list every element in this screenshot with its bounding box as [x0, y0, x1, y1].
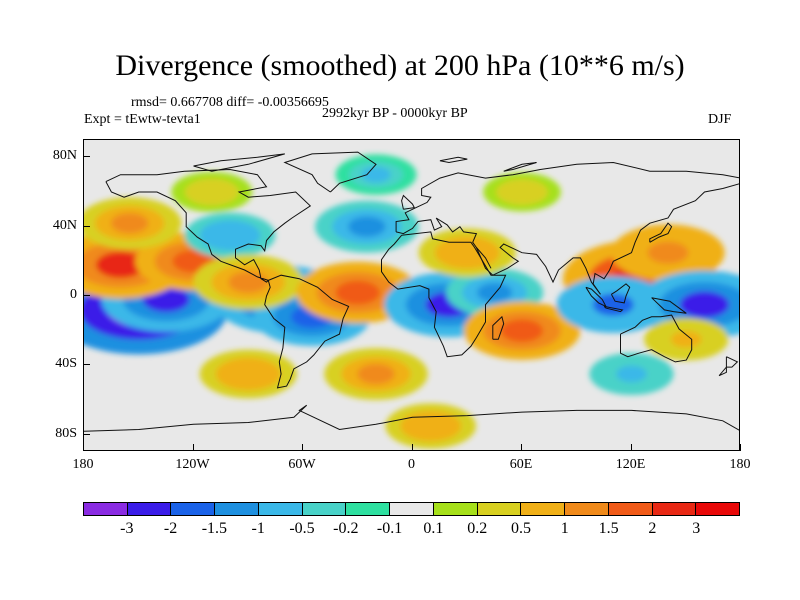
- colorbar-swatch: [390, 503, 434, 515]
- x-tick-label: 0: [408, 457, 415, 472]
- coastline: [283, 151, 377, 193]
- field-cell-core: [230, 364, 266, 384]
- field-cell-core: [357, 363, 395, 385]
- x-tick-label: 120E: [615, 457, 646, 472]
- colorbar-swatch: [127, 503, 172, 515]
- y-tick-label: 40N: [52, 217, 77, 233]
- x-tick-mark: [630, 444, 632, 451]
- y-tick-mark: [83, 225, 90, 227]
- x-tick-mark: [192, 444, 194, 451]
- field-cell-core: [449, 243, 485, 263]
- colorbar-swatch: [346, 503, 391, 515]
- colorbar-label: -0.1: [376, 520, 403, 537]
- colorbar-label: -0.2: [333, 520, 359, 537]
- map-plot-area: [83, 139, 740, 451]
- coastline: [603, 305, 624, 313]
- coastline: [620, 314, 693, 363]
- colorbar-label: -0.5: [289, 520, 315, 537]
- field-cell-core: [110, 213, 149, 234]
- x-tick-mark: [521, 444, 522, 451]
- coastline: [105, 168, 312, 283]
- colorbar-label: 2: [648, 520, 657, 537]
- x-tick-label: 60W: [288, 457, 316, 472]
- colorbar-swatch: [215, 503, 259, 515]
- field-cell-core: [500, 319, 544, 343]
- field-cell-core: [477, 283, 513, 302]
- colorbar: [83, 502, 740, 516]
- field-cell-core: [616, 365, 647, 383]
- colorbar-label: 1: [560, 520, 569, 537]
- y-tick-label: 0: [70, 287, 77, 302]
- coastline: [401, 194, 416, 210]
- coastline: [503, 162, 537, 172]
- divergence-map: [84, 140, 739, 450]
- colorbar-label: 3: [692, 520, 701, 537]
- coastline: [476, 247, 492, 269]
- colorbar-swatch: [565, 503, 609, 515]
- y-tick-mark: [83, 156, 90, 158]
- coastline: [649, 222, 673, 243]
- coastline: [610, 283, 631, 304]
- x-tick-label: 120W: [175, 457, 210, 472]
- field-cell-core: [348, 216, 386, 237]
- colorbar-swatch: [477, 503, 522, 515]
- stats-label: rmsd= 0.667708 diff= -0.00356695: [131, 95, 329, 110]
- coastline: [193, 153, 285, 172]
- x-tick-label: 180: [729, 457, 751, 472]
- colorbar-label: 1.5: [598, 520, 619, 537]
- field-cell-core: [213, 226, 247, 245]
- colorbar-swatch: [696, 503, 740, 515]
- coastline: [264, 274, 350, 389]
- colorbar-label: -3: [120, 520, 134, 537]
- x-tick-mark: [83, 444, 84, 451]
- y-tick-label: 40S: [55, 356, 77, 372]
- field-cell-core: [95, 251, 146, 279]
- period-label: 2992kyr BP - 0000kyr BP: [322, 106, 468, 121]
- colorbar-swatch: [171, 503, 216, 515]
- field-cell-core: [414, 417, 448, 435]
- colorbar-swatch: [433, 503, 478, 515]
- coastline: [718, 356, 739, 377]
- x-tick-mark: [740, 444, 741, 451]
- colorbar-label: -1: [251, 520, 265, 537]
- field-cell-core: [197, 184, 227, 200]
- field-cell-core: [361, 166, 391, 183]
- colorbar-label: 0.1: [423, 520, 444, 537]
- colorbar-swatch: [521, 503, 566, 515]
- coastline: [84, 404, 739, 432]
- colorbar-label: 0.2: [467, 520, 488, 537]
- chart-title: Divergence (smoothed) at 200 hPa (10**6 …: [115, 49, 685, 82]
- coastline: [492, 315, 505, 340]
- colorbar-swatch: [84, 503, 128, 515]
- field-cell-core: [592, 293, 634, 316]
- colorbar-swatch: [652, 503, 697, 515]
- y-tick-label: 80S: [55, 425, 77, 441]
- colorbar-label: -2: [163, 520, 178, 537]
- field-cell-core: [647, 241, 689, 264]
- x-tick-label: 180: [72, 457, 94, 472]
- field-cell-core: [335, 280, 380, 305]
- coastline: [381, 231, 507, 358]
- y-tick-mark: [83, 364, 90, 366]
- x-tick-mark: [411, 444, 413, 451]
- y-tick-mark: [83, 295, 90, 296]
- colorbar-label: 0.5: [511, 520, 531, 537]
- y-tick-label: 80N: [52, 148, 77, 164]
- coastline: [395, 161, 739, 295]
- field-cell-core: [671, 331, 702, 348]
- colorbar-swatch: [302, 503, 347, 515]
- coastline: [651, 297, 687, 314]
- colorbar-label: -1.5: [201, 520, 228, 537]
- y-tick-mark: [83, 433, 90, 435]
- season-label: DJF: [708, 112, 732, 127]
- field-cell-core: [228, 271, 269, 293]
- x-tick-mark: [302, 444, 303, 451]
- colorbar-swatch: [258, 503, 303, 515]
- experiment-label: Expt = tEwtw-tevta1: [84, 112, 201, 127]
- colorbar-swatch: [608, 503, 653, 515]
- x-tick-label: 60E: [509, 457, 533, 472]
- coastline: [439, 156, 468, 164]
- field-cell-core: [507, 184, 537, 200]
- field-cell-core: [679, 291, 730, 318]
